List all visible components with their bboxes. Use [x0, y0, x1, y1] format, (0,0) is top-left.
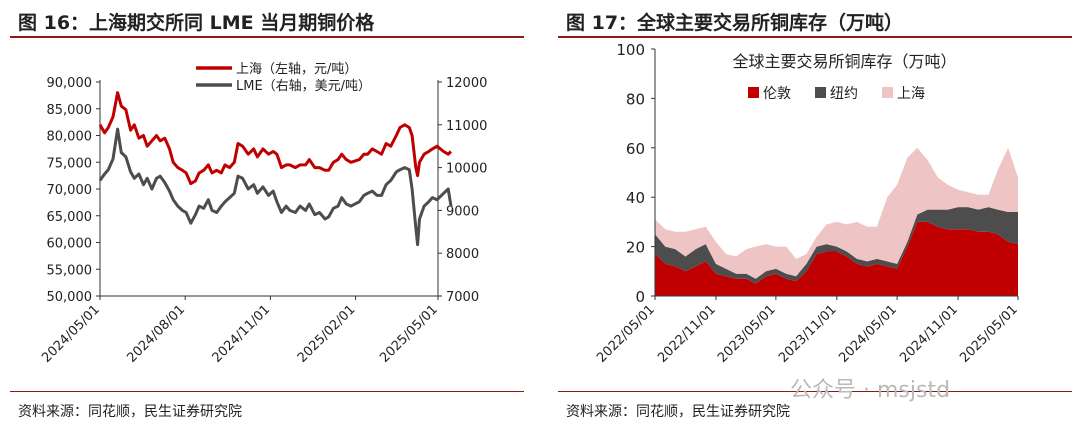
lme-price-line: [98, 127, 453, 247]
figure-16-panel: 图 16：上海期交所同 LME 当月期铜价格 50,000 55,000 60,00…: [10, 12, 524, 420]
legend-label: 上海（左轴，元/吨）: [236, 62, 357, 77]
right-y-tick-label: 11000: [446, 119, 487, 134]
y-tick-label: 20: [626, 239, 645, 257]
figure-16-source: 资料来源：同花顺，民生证券研究院: [18, 404, 242, 420]
x-tick-label: 2023/11/01: [776, 302, 840, 366]
right-y-tick-label: 12000: [446, 76, 487, 91]
shanghai-stock-area: [655, 147, 1018, 279]
x-tick-label: 2022/05/01: [594, 302, 658, 366]
left-y-tick-label: 80,000: [47, 130, 93, 145]
legend-swatch: [815, 87, 826, 98]
right-y-tick-label: 8000: [446, 247, 479, 262]
legend-label: 伦敦: [763, 86, 791, 102]
left-y-tick-label: 75,000: [47, 156, 93, 171]
y-tick-label: 40: [626, 189, 645, 207]
x-tick-label: 2025/02/01: [295, 302, 359, 366]
london-stock-area: [655, 221, 1018, 296]
title-rule: [558, 36, 1072, 38]
legend-label: 上海: [897, 86, 925, 102]
figure-17-panel: 图 17：全球主要交易所铜库存（万吨） 0 20 40 60 80 100 2022/05/…: [548, 0, 1080, 431]
left-y-tick-label: 60,000: [47, 237, 93, 252]
figure-17-chart: 0 20 40 60 80 100 2022/05/012022/11/012023/05/…: [594, 41, 1021, 366]
x-tick-label: 2024/08/01: [124, 302, 188, 366]
left-y-tick-label: 50,000: [47, 290, 93, 305]
left-y-tick-label: 65,000: [47, 210, 93, 225]
x-tick-label: 2024/11/01: [897, 302, 961, 366]
x-tick-label: 2025/05/01: [377, 302, 441, 366]
figure-16-chart: 50,000 55,000 60,000 65,000 70,000 75,000 80,0…: [39, 62, 487, 366]
left-y-tick-label: 55,000: [47, 263, 93, 278]
legend-label: 纽约: [830, 86, 858, 102]
watermark: 公众号 · msjstd: [790, 378, 951, 403]
legend-swatch: [882, 87, 893, 98]
figure-16-title: 图 16：上海期交所同 LME 当月期铜价格: [18, 12, 375, 34]
legend-label: LME（右轴，美元/吨）: [236, 79, 371, 94]
newyork-stock-area: [655, 207, 1018, 284]
y-tick-label: 0: [635, 288, 645, 306]
y-tick-label: 80: [626, 90, 645, 108]
inner-chart-title: 全球主要交易所铜库存（万吨）: [732, 52, 956, 71]
legend-swatch: [748, 87, 759, 98]
figure-17-title: 图 17：全球主要交易所铜库存（万吨）: [566, 12, 904, 34]
left-y-tick-label: 70,000: [47, 183, 93, 198]
source-rule: [10, 391, 524, 392]
x-tick-label: 2024/05/01: [39, 302, 103, 366]
left-y-tick-label: 90,000: [47, 76, 93, 91]
right-y-tick-label: 9000: [446, 204, 479, 219]
right-y-tick-label: 10000: [446, 162, 487, 177]
y-tick-label: 100: [616, 41, 645, 59]
x-tick-label: 2025/05/01: [957, 302, 1021, 366]
x-tick-label: 2022/11/01: [655, 302, 719, 366]
left-y-tick-label: 85,000: [47, 103, 93, 118]
figure-17-source: 资料来源：同花顺，民生证券研究院: [566, 404, 790, 420]
right-y-tick-label: 7000: [446, 290, 479, 305]
x-tick-label: 2024/05/01: [836, 302, 900, 366]
x-tick-label: 2023/05/01: [715, 302, 779, 366]
y-tick-label: 60: [626, 140, 645, 158]
x-tick-label: 2024/11/01: [210, 302, 274, 366]
shanghai-price-line: [98, 91, 453, 186]
source-rule: [558, 391, 1072, 392]
title-rule: [10, 36, 524, 38]
